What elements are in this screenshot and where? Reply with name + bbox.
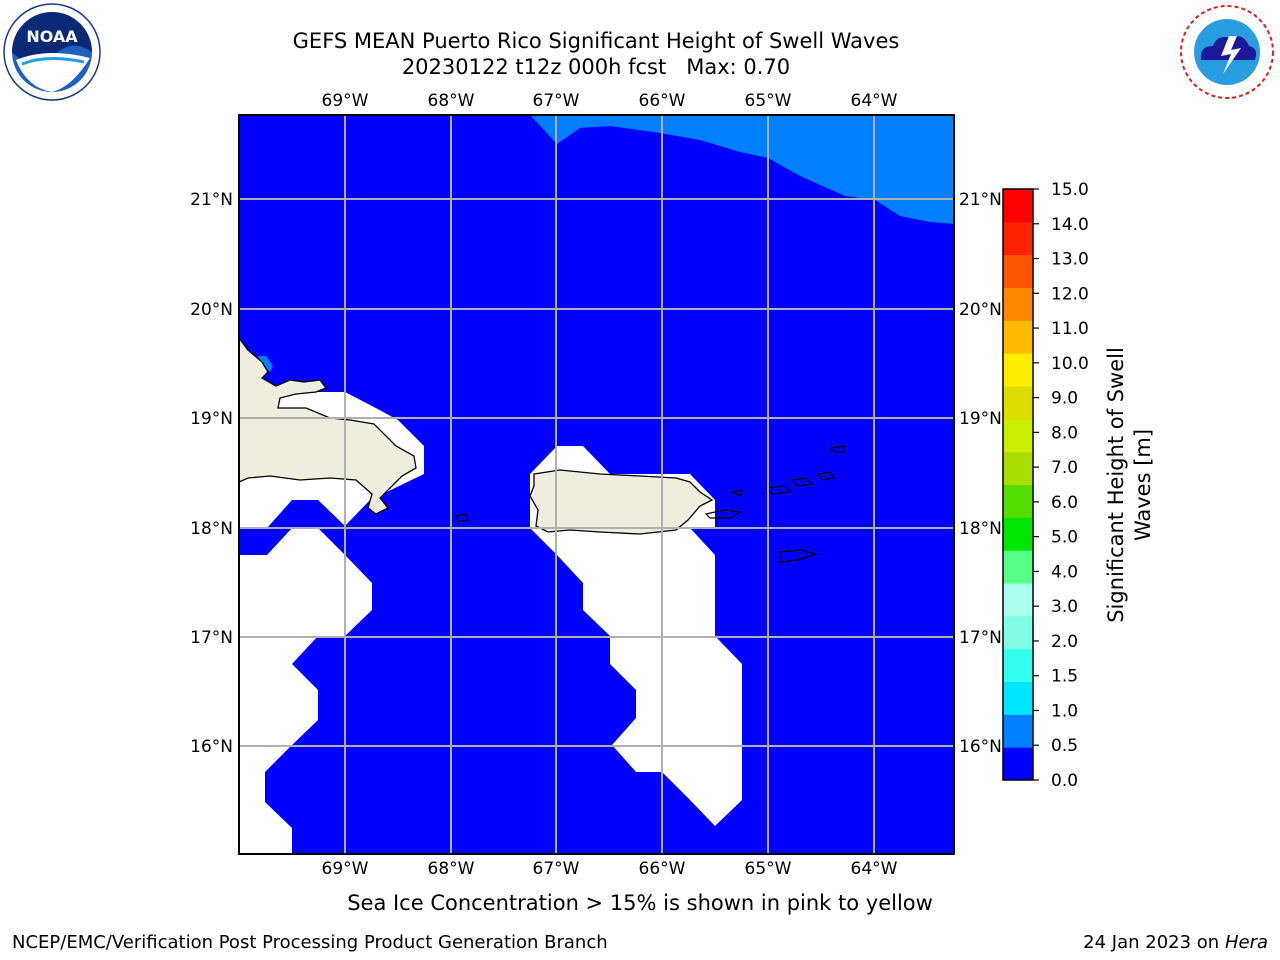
colorbar-segment bbox=[1003, 320, 1033, 354]
colorbar-segment bbox=[1003, 353, 1033, 387]
colorbar-segment bbox=[1003, 615, 1033, 650]
lon-label: 68°W bbox=[428, 859, 475, 879]
lat-labels-right: 21°N 20°N 19°N 18°N 17°N 16°N bbox=[959, 190, 1002, 757]
lon-label: 64°W bbox=[851, 859, 898, 879]
colorbar-segment bbox=[1003, 747, 1033, 781]
colorbar-segment bbox=[1003, 254, 1033, 288]
lat-label: 21°N bbox=[959, 190, 1002, 210]
lat-label: 18°N bbox=[959, 519, 1002, 539]
colorbar-segment bbox=[1003, 714, 1033, 748]
colorbar-segment bbox=[1003, 287, 1033, 321]
noaa-logo-icon: NOAA bbox=[3, 3, 101, 101]
colorbar-segment bbox=[1003, 418, 1033, 453]
lat-label: 17°N bbox=[959, 628, 1002, 648]
colorbar-segment bbox=[1003, 221, 1033, 256]
colorbar-tick-label: 6.0 bbox=[1051, 493, 1078, 513]
island-st-thomas bbox=[764, 485, 792, 495]
lat-label: 19°N bbox=[959, 409, 1002, 429]
lon-labels-top: 69°W 68°W 67°W 66°W 65°W 64°W bbox=[322, 91, 898, 111]
map-frame bbox=[238, 114, 955, 855]
lat-label: 20°N bbox=[959, 300, 1002, 320]
lon-label: 65°W bbox=[745, 91, 792, 111]
lat-label: 18°N bbox=[190, 519, 233, 539]
lon-label: 67°W bbox=[533, 91, 580, 111]
lon-label: 66°W bbox=[639, 91, 686, 111]
island-mona bbox=[455, 513, 469, 522]
lon-label: 69°W bbox=[322, 859, 369, 879]
colorbar-tick-label: 13.0 bbox=[1051, 250, 1089, 270]
lat-label: 19°N bbox=[190, 409, 233, 429]
footer-date: 24 Jan 2023 on Hera bbox=[1083, 932, 1268, 953]
lon-label: 65°W bbox=[745, 859, 792, 879]
colorbar-tick-label: 0.5 bbox=[1051, 736, 1078, 756]
nws-logo-icon bbox=[1179, 4, 1275, 100]
map-gridlines bbox=[239, 115, 954, 854]
colorbar-segment bbox=[1003, 386, 1033, 420]
chart-subtitle: 20230122 t12z 000h fcst Max: 0.70 bbox=[401, 55, 791, 79]
colorbar-tick-label: 11.0 bbox=[1051, 319, 1089, 339]
island-culebra bbox=[730, 489, 743, 497]
colorbar-tick-label: 5.0 bbox=[1051, 528, 1078, 548]
lat-label: 16°N bbox=[190, 737, 233, 757]
colorbar-tick-label: 10.0 bbox=[1051, 354, 1089, 374]
colorbar-segment bbox=[1003, 451, 1033, 485]
footer-date-text: 24 Jan 2023 on bbox=[1083, 932, 1225, 953]
colorbar: 0.0 0.5 1.0 1.5 2.0 3.0 4.0 5.0 6.0 7.0 8.0 9.0 10.0… bbox=[1002, 180, 1089, 791]
noaa-logo-text: NOAA bbox=[26, 27, 78, 46]
colorbar-tick-label: 1.5 bbox=[1051, 667, 1078, 687]
colorbar-label-line2: Waves [m] bbox=[1131, 429, 1155, 541]
lon-label: 64°W bbox=[851, 91, 898, 111]
colorbar-tick-label: 8.0 bbox=[1051, 423, 1078, 443]
colorbar-label-line1: Significant Height of Swell bbox=[1104, 347, 1128, 623]
colorbar-segment bbox=[1003, 517, 1033, 551]
colorbar-tick-label: 7.0 bbox=[1051, 458, 1078, 478]
lat-label: 16°N bbox=[959, 737, 1002, 757]
colorbar-segment bbox=[1003, 648, 1033, 682]
lat-label: 17°N bbox=[190, 628, 233, 648]
island-st-john bbox=[790, 477, 814, 487]
colorbar-tick-label: 0.0 bbox=[1051, 771, 1078, 791]
lat-label: 21°N bbox=[190, 190, 233, 210]
lon-label: 69°W bbox=[322, 91, 369, 111]
island-tortola bbox=[816, 471, 836, 481]
island-st-croix bbox=[779, 549, 819, 563]
island-vieques bbox=[704, 509, 742, 519]
footer-credit: NCEP/EMC/Verification Post Processing Pr… bbox=[12, 932, 608, 953]
colorbar-segment bbox=[1003, 583, 1033, 617]
colorbar-tick-label: 2.0 bbox=[1051, 632, 1078, 652]
colorbar-frame bbox=[1002, 188, 1034, 781]
colorbar-segment bbox=[1003, 189, 1033, 223]
colorbar-tick-label: 15.0 bbox=[1051, 180, 1089, 200]
land-puerto-rico bbox=[529, 469, 714, 535]
colorbar-segment bbox=[1003, 681, 1033, 715]
land-hispaniola bbox=[239, 336, 417, 515]
colorbar-segment bbox=[1003, 550, 1033, 584]
ocean-mid-swell-region bbox=[530, 115, 954, 224]
lon-label: 67°W bbox=[533, 859, 580, 879]
lon-label: 68°W bbox=[428, 91, 475, 111]
colorbar-tick-label: 12.0 bbox=[1051, 284, 1089, 304]
ocean-mid-swell-spot bbox=[258, 356, 273, 372]
lat-label: 20°N bbox=[190, 300, 233, 320]
colorbar-tick-label: 9.0 bbox=[1051, 389, 1078, 409]
colorbar-segment bbox=[1003, 484, 1033, 518]
lon-labels-bottom: 69°W 68°W 67°W 66°W 65°W 64°W bbox=[322, 859, 898, 879]
colorbar-tick-label: 3.0 bbox=[1051, 597, 1078, 617]
chart-title: GEFS MEAN Puerto Rico Significant Height… bbox=[292, 29, 900, 53]
footer-host: Hera bbox=[1224, 932, 1268, 953]
colorbar-tick-label: 1.0 bbox=[1051, 701, 1078, 721]
no-data-region-southwest bbox=[239, 528, 372, 854]
sea-ice-caption: Sea Ice Concentration > 15% is shown in … bbox=[347, 891, 933, 915]
colorbar-tick-label: 14.0 bbox=[1051, 215, 1089, 235]
lat-labels-left: 21°N 20°N 19°N 18°N 17°N 16°N bbox=[190, 190, 233, 757]
lon-label: 66°W bbox=[639, 859, 686, 879]
island-anegada bbox=[828, 445, 845, 453]
colorbar-tick-label: 4.0 bbox=[1051, 562, 1078, 582]
